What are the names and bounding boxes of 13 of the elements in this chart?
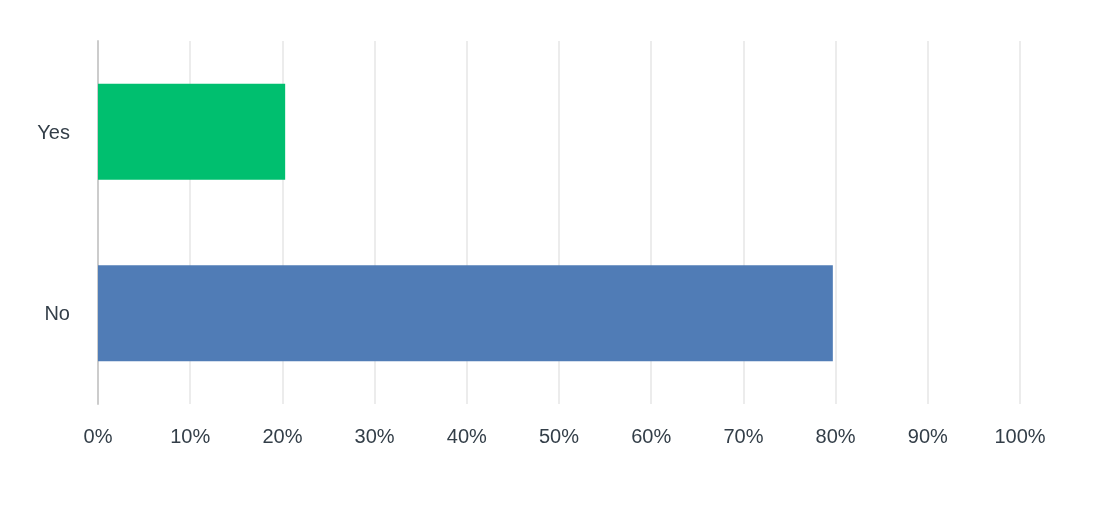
x-tick-label: 10% bbox=[170, 425, 211, 447]
x-tick-label: 80% bbox=[815, 425, 856, 447]
x-tick-label: 0% bbox=[83, 425, 113, 447]
y-tick-label: No bbox=[44, 302, 70, 325]
x-tick-label: 100% bbox=[994, 425, 1046, 447]
x-tick-label: 20% bbox=[262, 425, 303, 447]
x-tick-label: 50% bbox=[538, 425, 580, 447]
x-tick-label: 90% bbox=[907, 425, 949, 447]
x-tick-label: 70% bbox=[723, 425, 764, 447]
x-tick-label: 40% bbox=[446, 425, 488, 447]
x-tick-label: 60% bbox=[631, 425, 672, 447]
x-tick-label: 30% bbox=[354, 425, 395, 447]
y-tick-label: Yes bbox=[37, 120, 70, 143]
